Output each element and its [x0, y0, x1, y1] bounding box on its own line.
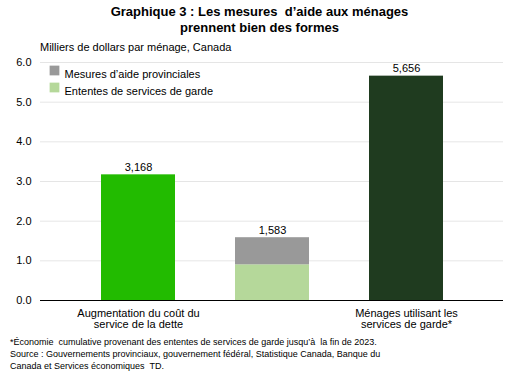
- svg-text:0.0: 0.0: [16, 294, 31, 306]
- svg-text:2.0: 2.0: [16, 215, 31, 227]
- svg-text:3.0: 3.0: [16, 175, 31, 187]
- svg-text:Ententes de services de garde: Ententes de services de garde: [65, 85, 214, 97]
- html-text:Canada et Services économiques: Canada et Services économiques TD.: [10, 361, 164, 371]
- svg-text:Augmentation du coût duservice: Augmentation du coût duservice de la det…: [77, 307, 199, 330]
- svg-text:Ménages utilisant lesservices: Ménages utilisant lesservices de garde*: [355, 307, 458, 330]
- svg-text:1.0: 1.0: [16, 254, 31, 266]
- svg-text:5.0: 5.0: [16, 96, 31, 108]
- svg-text:5,656: 5,656: [393, 62, 421, 74]
- html-text:Milliers de dollars par ménage: Milliers de dollars par ménage, Canada: [40, 41, 232, 53]
- html-text:Graphique 3 : Les mesures d’ai: Graphique 3 : Les mesures d’aide aux mén…: [110, 4, 409, 35]
- svg-text:6.0: 6.0: [16, 56, 31, 68]
- svg-text:Mesures d’aide provinciales: Mesures d’aide provinciales: [65, 68, 201, 80]
- html-text:Source : Gouvernements provinc: Source : Gouvernements provinciaux, gouv…: [10, 349, 381, 359]
- svg-text:3,168: 3,168: [125, 161, 153, 173]
- svg-text:4.0: 4.0: [16, 135, 31, 147]
- svg-text:1,583: 1,583: [259, 224, 287, 236]
- html-text:*Économie cumulative provenant: *Économie cumulative provenant des enten…: [10, 337, 377, 347]
